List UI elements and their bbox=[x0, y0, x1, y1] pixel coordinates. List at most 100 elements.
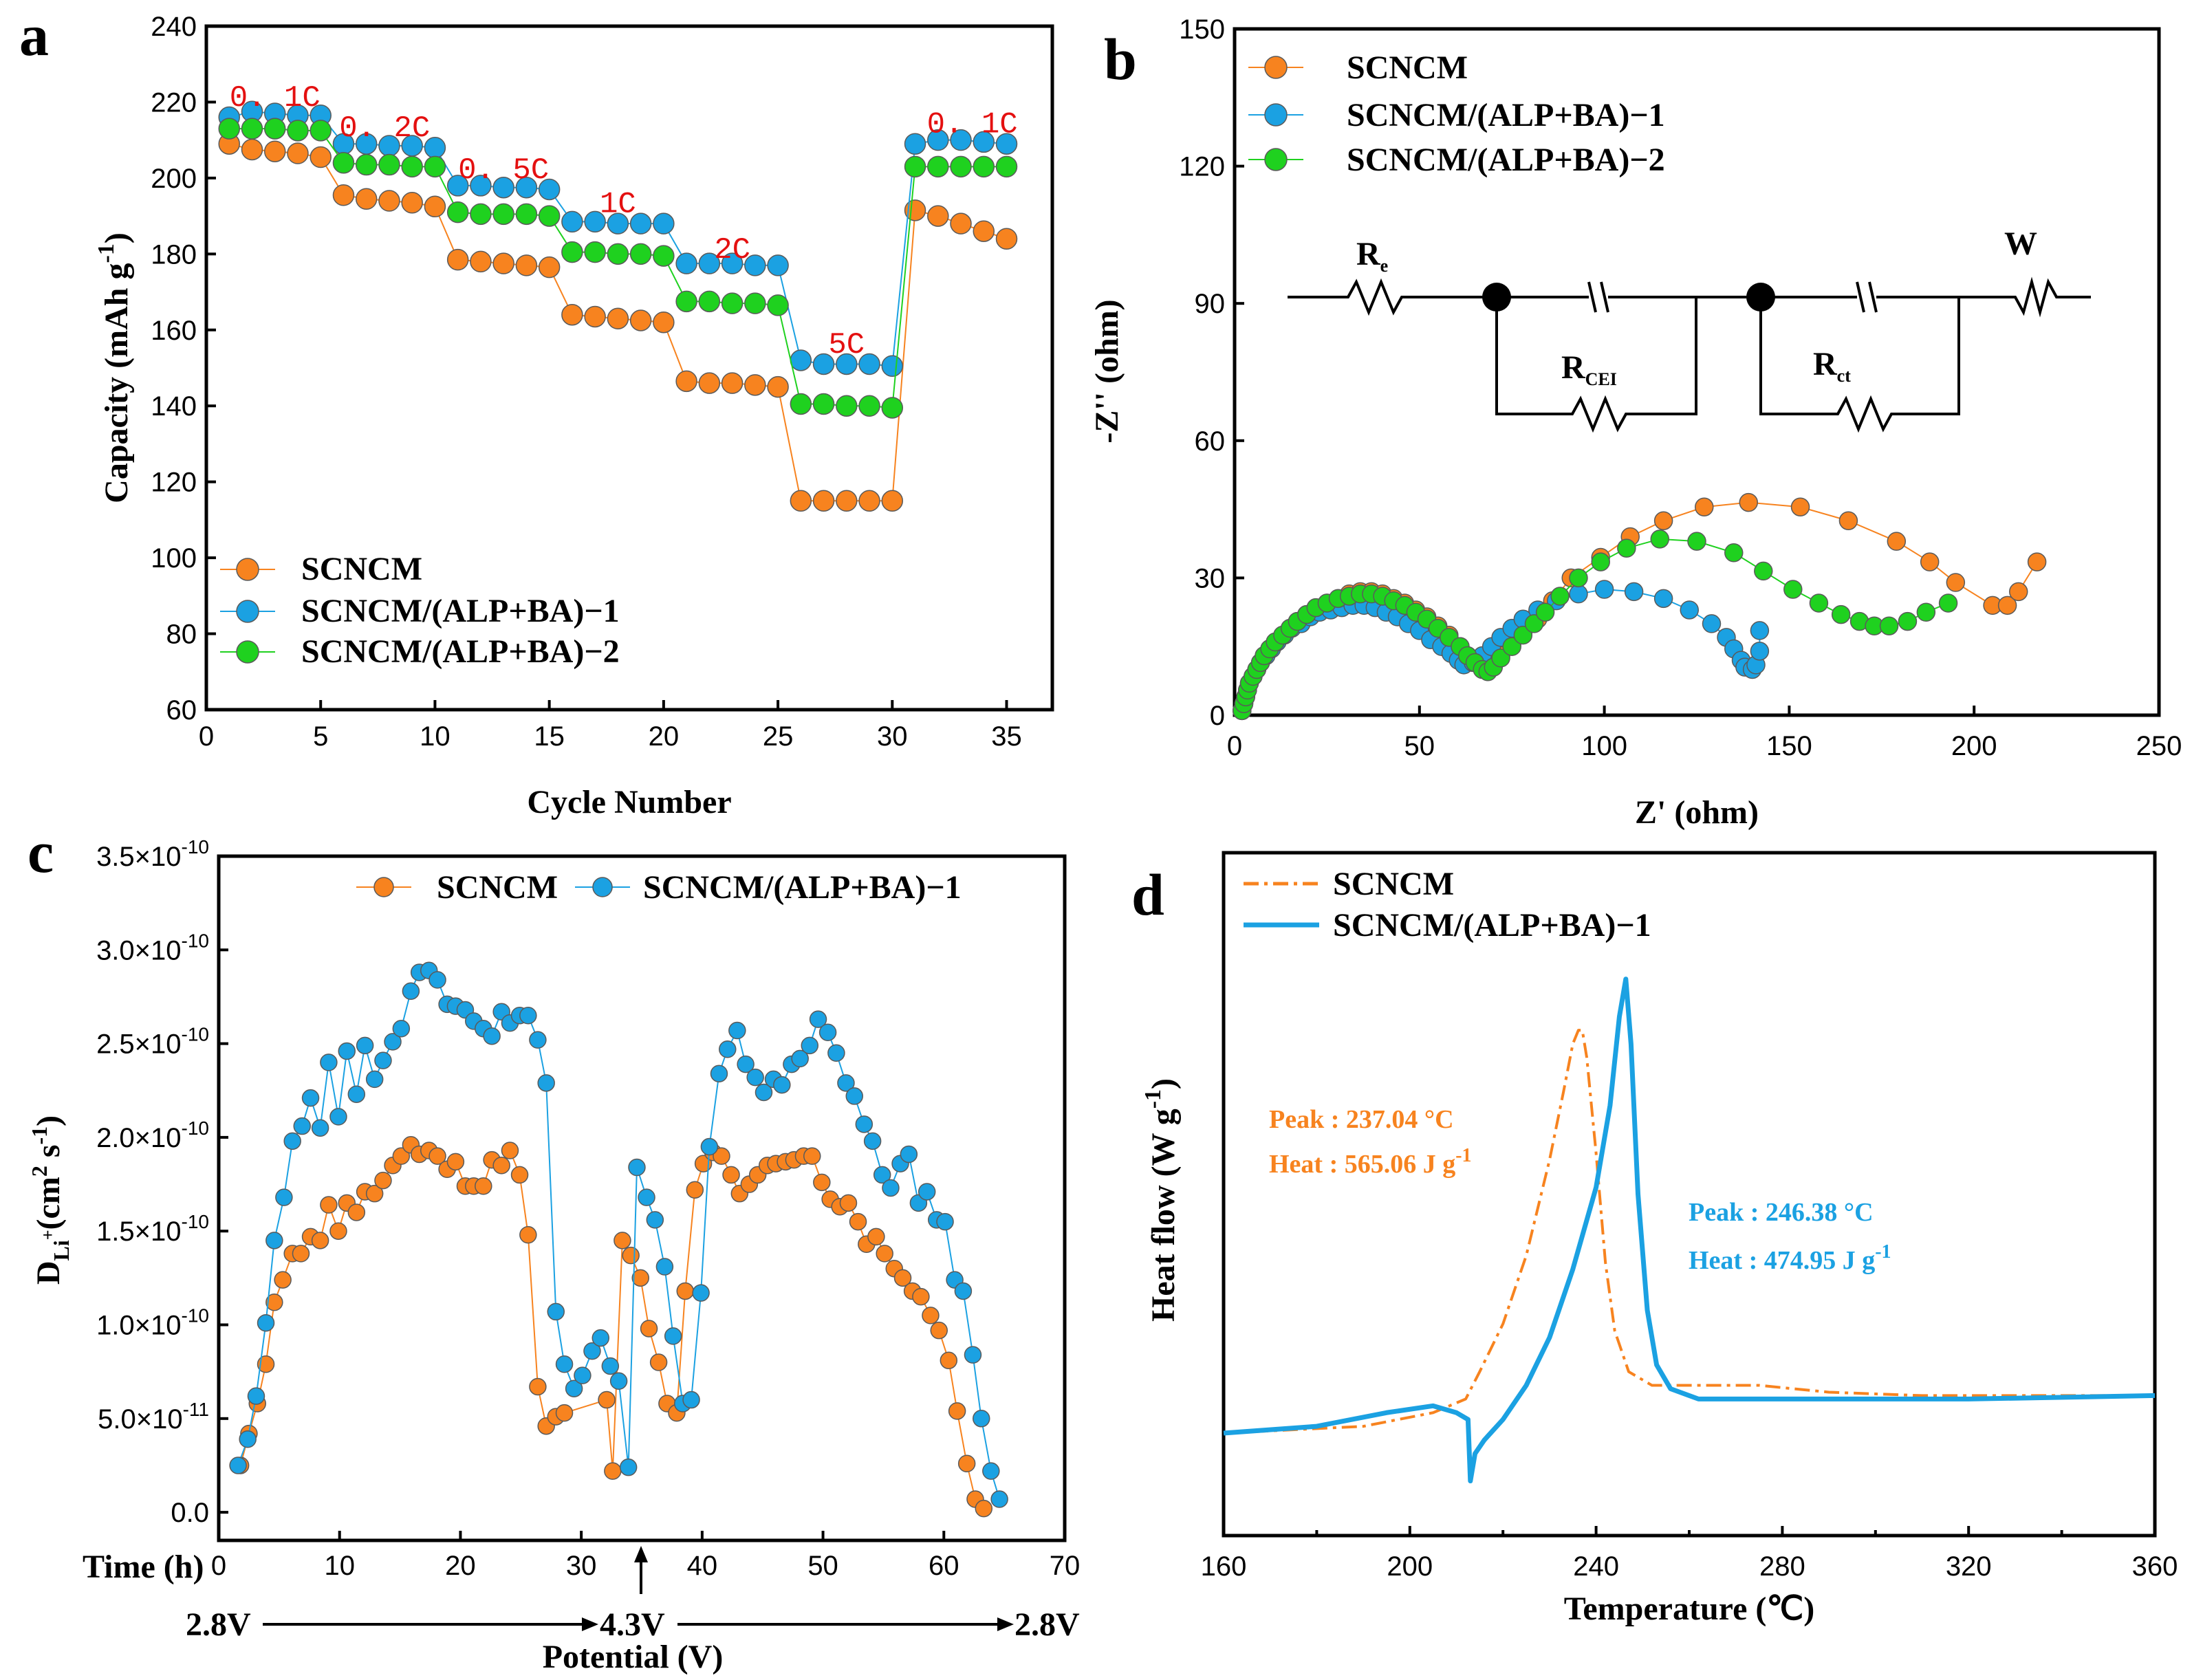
data-point bbox=[515, 254, 538, 276]
data-point bbox=[1750, 621, 1770, 640]
data-point bbox=[790, 393, 812, 415]
data-point bbox=[1624, 582, 1644, 602]
y-tick-label: 80 bbox=[166, 620, 197, 650]
data-point bbox=[791, 1049, 809, 1068]
data-point bbox=[287, 142, 309, 164]
data-point bbox=[355, 188, 378, 210]
data-point bbox=[470, 203, 492, 226]
data-point bbox=[555, 1355, 574, 1373]
circuit-node-2 bbox=[1746, 283, 1775, 312]
panel-d-ylabel: Heat flow (W g-1) bbox=[1140, 1078, 1182, 1322]
panel-b-legend: SCNCM SCNCM/(ALP+BA)−1 SCNCM/(ALP+BA)−2 bbox=[1248, 50, 1665, 178]
x-tick-label: 240 bbox=[1573, 1551, 1619, 1582]
data-point bbox=[292, 1245, 310, 1263]
data-point bbox=[1513, 625, 1533, 645]
potential-title: Potential (V) bbox=[543, 1639, 724, 1675]
panel-d-label: d bbox=[1131, 862, 1164, 928]
data-point bbox=[1653, 511, 1673, 530]
data-point bbox=[655, 1258, 674, 1276]
rate-label: 5C bbox=[828, 328, 865, 362]
data-point bbox=[653, 212, 675, 234]
data-point bbox=[964, 1346, 982, 1364]
data-point bbox=[374, 1051, 392, 1069]
x-tick-label: 100 bbox=[1581, 731, 1627, 761]
panel-b-xlabel: Z' (ohm) bbox=[1635, 794, 1759, 831]
data-point bbox=[990, 1490, 1008, 1508]
data-point bbox=[995, 228, 1018, 250]
data-point bbox=[686, 1181, 704, 1199]
rate-label: 1C bbox=[600, 188, 636, 222]
x-tick-label: 30 bbox=[566, 1551, 597, 1581]
data-point bbox=[881, 490, 904, 512]
data-point bbox=[698, 372, 721, 394]
data-point bbox=[940, 1351, 958, 1370]
data-point bbox=[218, 118, 240, 140]
data-point bbox=[836, 490, 858, 512]
data-point bbox=[790, 490, 812, 512]
data-point bbox=[812, 490, 835, 512]
data-point bbox=[790, 349, 812, 371]
y-tick-label: 90 bbox=[1195, 289, 1226, 319]
circuit-label-re: Re bbox=[1356, 236, 1388, 276]
data-point bbox=[973, 1410, 990, 1428]
data-point bbox=[239, 1430, 257, 1448]
data-point bbox=[927, 205, 949, 227]
legend-marker-scncm bbox=[1264, 56, 1288, 79]
data-point bbox=[873, 1166, 891, 1184]
x-tick-label: 40 bbox=[687, 1551, 718, 1581]
data-point bbox=[607, 212, 629, 234]
rate-label: 0. 2C bbox=[339, 111, 430, 146]
data-point bbox=[584, 210, 606, 233]
data-point bbox=[995, 133, 1018, 155]
data-point bbox=[1491, 648, 1510, 668]
legend-marker-scncm bbox=[236, 558, 259, 581]
data-point bbox=[1887, 532, 1907, 551]
data-point bbox=[1591, 552, 1610, 571]
panel-a: a 0 5 10 15 20 25 30 35 60 80 100 120 140 160 180 200 22… bbox=[19, 2, 1054, 820]
data-point bbox=[428, 1147, 446, 1165]
data-point bbox=[311, 1232, 329, 1250]
panel-a-legend: SCNCM SCNCM/(ALP+BA)−1 SCNCM/(ALP+BA)−2 bbox=[220, 551, 620, 670]
legend-alp1: SCNCM/(ALP+BA)−1 bbox=[1333, 907, 1651, 943]
data-point bbox=[374, 1171, 392, 1190]
data-point bbox=[1687, 532, 1706, 551]
data-point bbox=[1702, 614, 1722, 633]
data-point bbox=[975, 1499, 993, 1518]
data-point bbox=[629, 243, 652, 265]
data-point bbox=[510, 1166, 529, 1184]
data-point bbox=[631, 1269, 649, 1287]
y-tick-label: 160 bbox=[151, 316, 197, 346]
data-point bbox=[836, 353, 858, 375]
x-tick-label: 5 bbox=[313, 721, 328, 752]
data-point bbox=[1569, 584, 1588, 604]
data-point bbox=[446, 201, 469, 223]
data-point bbox=[329, 1108, 347, 1126]
x-tick-label: 200 bbox=[1387, 1551, 1433, 1582]
data-point bbox=[1783, 580, 1803, 599]
data-point bbox=[310, 120, 332, 142]
data-point bbox=[812, 353, 835, 375]
data-point bbox=[721, 252, 744, 274]
x-tick-label: 250 bbox=[2136, 731, 2182, 761]
panel-a-xlabel: Cycle Number bbox=[527, 784, 731, 820]
data-point bbox=[515, 203, 538, 226]
data-point bbox=[538, 205, 561, 227]
data-point bbox=[849, 1212, 867, 1231]
data-point bbox=[283, 1132, 301, 1150]
data-point bbox=[1997, 596, 2017, 615]
y-tick-label: 2.5×10-10 bbox=[96, 1024, 209, 1060]
data-point bbox=[1569, 568, 1588, 588]
data-point bbox=[664, 1327, 682, 1345]
data-point bbox=[638, 1188, 655, 1206]
x-tick-label: 35 bbox=[991, 721, 1022, 752]
data-point bbox=[428, 971, 446, 989]
y-tick-label: 120 bbox=[1179, 152, 1225, 182]
legend-scncm: SCNCM bbox=[1347, 50, 1468, 86]
x-tick-label: 0 bbox=[211, 1551, 226, 1581]
y-tick-label: 2.0×10-10 bbox=[96, 1117, 209, 1153]
data-point bbox=[698, 290, 721, 313]
x-tick-label: 50 bbox=[807, 1551, 838, 1581]
data-point bbox=[1879, 616, 1899, 636]
y-tick-label: 60 bbox=[1195, 426, 1226, 457]
